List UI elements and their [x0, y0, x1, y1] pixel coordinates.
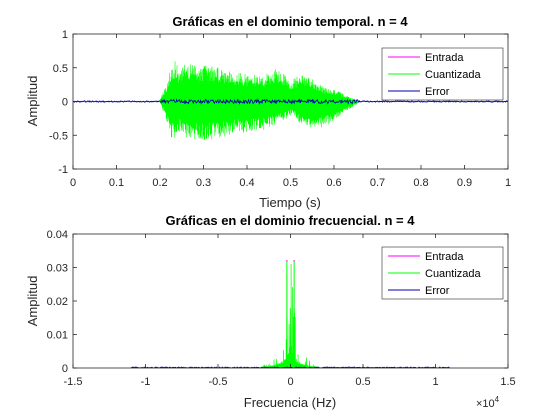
time-x-tick-label: 0.3: [196, 177, 211, 189]
time-x-label: Tiempo (s): [259, 195, 321, 210]
time-x-tick-label: 0.4: [239, 177, 254, 189]
frequency-x-tick-label: 1: [432, 376, 438, 388]
time-series-error: [73, 98, 508, 105]
time-legend: Entrada Cuantizada Error: [381, 47, 504, 101]
frequency-x-multiplier-base: ×10: [476, 398, 495, 410]
time-y-ticks: -1 -0.5 0 0.5 1: [49, 29, 508, 176]
frequency-y-tick-label: 0.02: [47, 296, 68, 308]
time-y-label: Amplitud: [25, 76, 40, 127]
time-title: Gráficas en el dominio temporal. n = 4: [172, 14, 408, 29]
frequency-y-tick-label: 0.03: [47, 263, 68, 275]
frequency-legend: Entrada Cuantizada Error: [381, 246, 504, 300]
time-x-tick-label: 0.5: [283, 177, 298, 189]
time-legend-cuantizada: Cuantizada: [425, 69, 482, 81]
frequency-x-tick-label: 0.5: [355, 376, 370, 388]
frequency-y-tick-label: 0.01: [47, 330, 68, 342]
time-x-tick-label: 0.9: [457, 177, 472, 189]
time-y-tick-label: 0.5: [53, 63, 68, 75]
frequency-legend-entrada: Entrada: [425, 251, 464, 263]
time-plot-area: [73, 61, 508, 140]
frequency-x-tick-label: -1.5: [64, 376, 83, 388]
time-x-ticks: 0 0.1 0.2 0.3 0.4 0.5 0.6 0.7 0.8 0.9 1: [70, 34, 511, 189]
time-legend-entrada: Entrada: [425, 52, 464, 64]
time-y-tick-label: 0: [62, 97, 68, 109]
time-legend-error: Error: [425, 86, 450, 98]
time-x-tick-label: 0.6: [326, 177, 341, 189]
time-y-tick-label: 1: [62, 29, 68, 41]
time-x-tick-label: 0: [70, 177, 76, 189]
frequency-legend-cuantizada: Cuantizada: [425, 268, 482, 280]
frequency-x-tick-label: -0.5: [209, 376, 228, 388]
frequency-x-tick-label: 0: [287, 376, 293, 388]
frequency-x-multiplier-exponent: 4: [495, 395, 500, 404]
frequency-y-label: Amplitud: [25, 276, 40, 327]
frequency-x-label: Frecuencia (Hz): [244, 395, 336, 410]
time-y-tick-label: -0.5: [49, 130, 68, 142]
frequency-x-multiplier: ×104: [476, 395, 500, 410]
frequency-x-tick-label: 1.5: [500, 376, 515, 388]
time-x-tick-label: 0.7: [370, 177, 385, 189]
time-x-tick-label: 0.8: [413, 177, 428, 189]
frequency-x-tick-label: -1: [141, 376, 151, 388]
time-x-tick-label: 1: [505, 177, 511, 189]
time-y-tick-label: -1: [58, 164, 68, 176]
time-x-tick-label: 0.2: [152, 177, 167, 189]
frequency-x-ticks: -1.5 -1 -0.5 0 0.5 1 1.5: [64, 234, 516, 388]
frequency-legend-error: Error: [425, 285, 450, 297]
subplot-frequency: -1.5 -1 -0.5 0 0.5 1 1.5 0 0.01 0.02 0.03 0.04 Grá…: [25, 213, 516, 410]
frequency-y-tick-label: 0: [62, 363, 68, 375]
time-x-tick-label: 0.1: [109, 177, 124, 189]
frequency-y-ticks: 0 0.01 0.02 0.03 0.04: [47, 229, 508, 375]
subplot-time: 0 0.1 0.2 0.3 0.4 0.5 0.6 0.7 0.8 0.9 1 -1 -0.5 0 0.5…: [25, 14, 511, 210]
frequency-y-tick-label: 0.04: [47, 229, 68, 241]
frequency-title: Gráficas en el dominio frecuencial. n = …: [166, 213, 416, 228]
